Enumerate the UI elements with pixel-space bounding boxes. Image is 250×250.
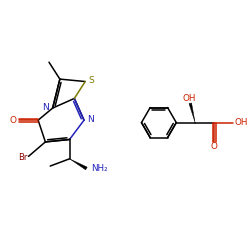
Text: O: O <box>211 142 218 151</box>
Text: OH: OH <box>235 118 248 126</box>
Text: NH₂: NH₂ <box>91 164 108 173</box>
Text: OH: OH <box>182 94 196 104</box>
Text: Br: Br <box>18 153 27 162</box>
Text: N: N <box>88 115 94 124</box>
Polygon shape <box>70 159 87 170</box>
Text: N: N <box>42 103 49 112</box>
Text: S: S <box>89 76 94 85</box>
Text: O: O <box>10 116 16 125</box>
Polygon shape <box>189 103 195 122</box>
